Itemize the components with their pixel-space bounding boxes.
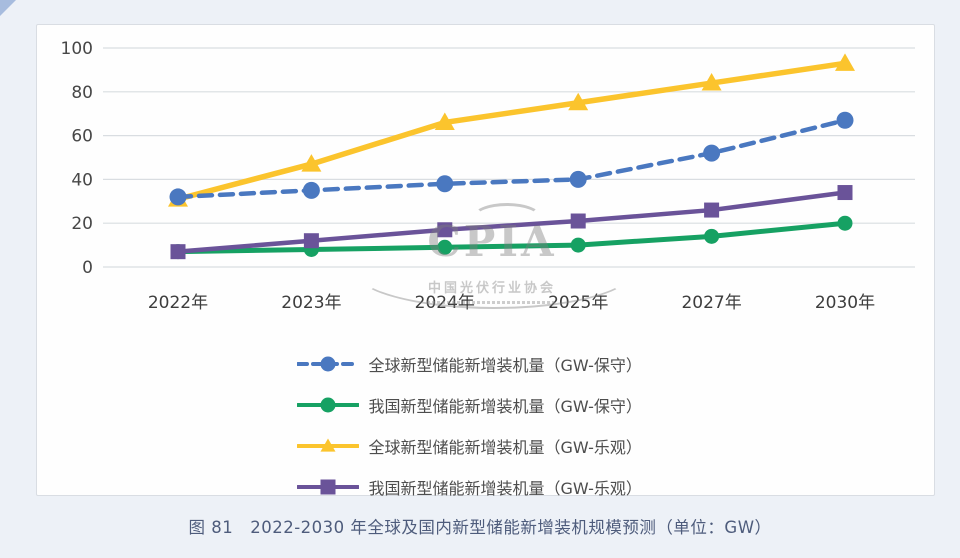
data-point [437,239,453,255]
y-tick-label: 0 [82,258,93,278]
data-point [320,438,335,452]
chart-area: 0 20 40 60 80 100 2022年 2023年 2024年 2025年 2027年 203… [37,25,936,325]
data-point [835,53,855,71]
data-point [836,111,854,129]
data-point [701,73,722,91]
series-line [175,60,848,202]
figure-caption: 图 81 2022-2030 年全球及国内新型储能新增装机规模预测（单位：GW） [188,518,772,537]
legend-item-global-optimistic: 全球新型储能新增装机量（GW-乐观） [296,425,677,466]
data-point [436,175,454,193]
legend-label: 我国新型储能新增装机量（GW-保守） [368,396,642,416]
y-tick-label: 60 [71,127,93,147]
data-point [301,154,322,172]
data-point [302,181,320,199]
data-point [704,202,720,218]
legend-label: 全球新型储能新增装机量（GW-保守） [368,355,642,375]
legend-marker-china-conservative [296,397,359,412]
series-line [175,118,848,200]
data-point [837,185,853,201]
data-point [434,112,455,130]
x-tick-label: 2022年 [148,293,208,313]
x-tick-label: 2025年 [548,293,608,313]
data-point [437,222,453,238]
y-tick-label: 20 [71,214,93,234]
x-tick-label: 2023年 [281,293,341,313]
legend-label: 我国新型储能新增装机量（GW-乐观） [368,478,642,498]
data-point [569,170,587,188]
legend-item-china-optimistic: 我国新型储能新增装机量（GW-乐观） [296,466,677,507]
data-point [169,188,187,206]
data-point [570,237,586,253]
legend-marker-global-optimistic [296,438,359,452]
series-line [175,190,848,254]
x-tick-label: 2027年 [681,293,741,313]
data-point [568,92,589,111]
series-line [175,220,848,255]
y-tick-label: 100 [61,39,93,59]
legend-marker-china-optimistic [296,479,359,494]
legend-item-china-conservative: 我国新型储能新增装机量（GW-保守） [296,384,677,425]
data-point [704,228,720,244]
legend-label: 全球新型储能新增装机量（GW-乐观） [368,437,642,457]
y-tick-label: 40 [71,170,93,190]
legend-marker-global-conservative [296,356,359,371]
data-point [320,479,335,494]
data-point [320,397,335,412]
chart-card: 0 20 40 60 80 100 2022年 2023年 2024年 2025年 2027年 203… [36,24,936,498]
data-point [703,144,721,162]
data-point [570,213,586,229]
data-point [170,244,186,260]
forecast-line-chart: 0 20 40 60 80 100 2022年 2023年 2024年 2025年 2027年 203… [61,39,915,313]
chart-legend: 全球新型储能新增装机量（GW-保守） 我国新型储能新增装机量（GW-保守） 全球… [37,343,936,507]
y-tick-label: 80 [71,83,93,103]
data-point [303,233,319,249]
data-point [320,356,335,371]
x-tick-label: 2024年 [415,293,475,313]
x-tick-label: 2030年 [815,293,875,313]
legend-item-global-conservative: 全球新型储能新增装机量（GW-保守） [296,343,677,384]
corner-decoration [0,0,16,16]
data-point [837,215,853,231]
